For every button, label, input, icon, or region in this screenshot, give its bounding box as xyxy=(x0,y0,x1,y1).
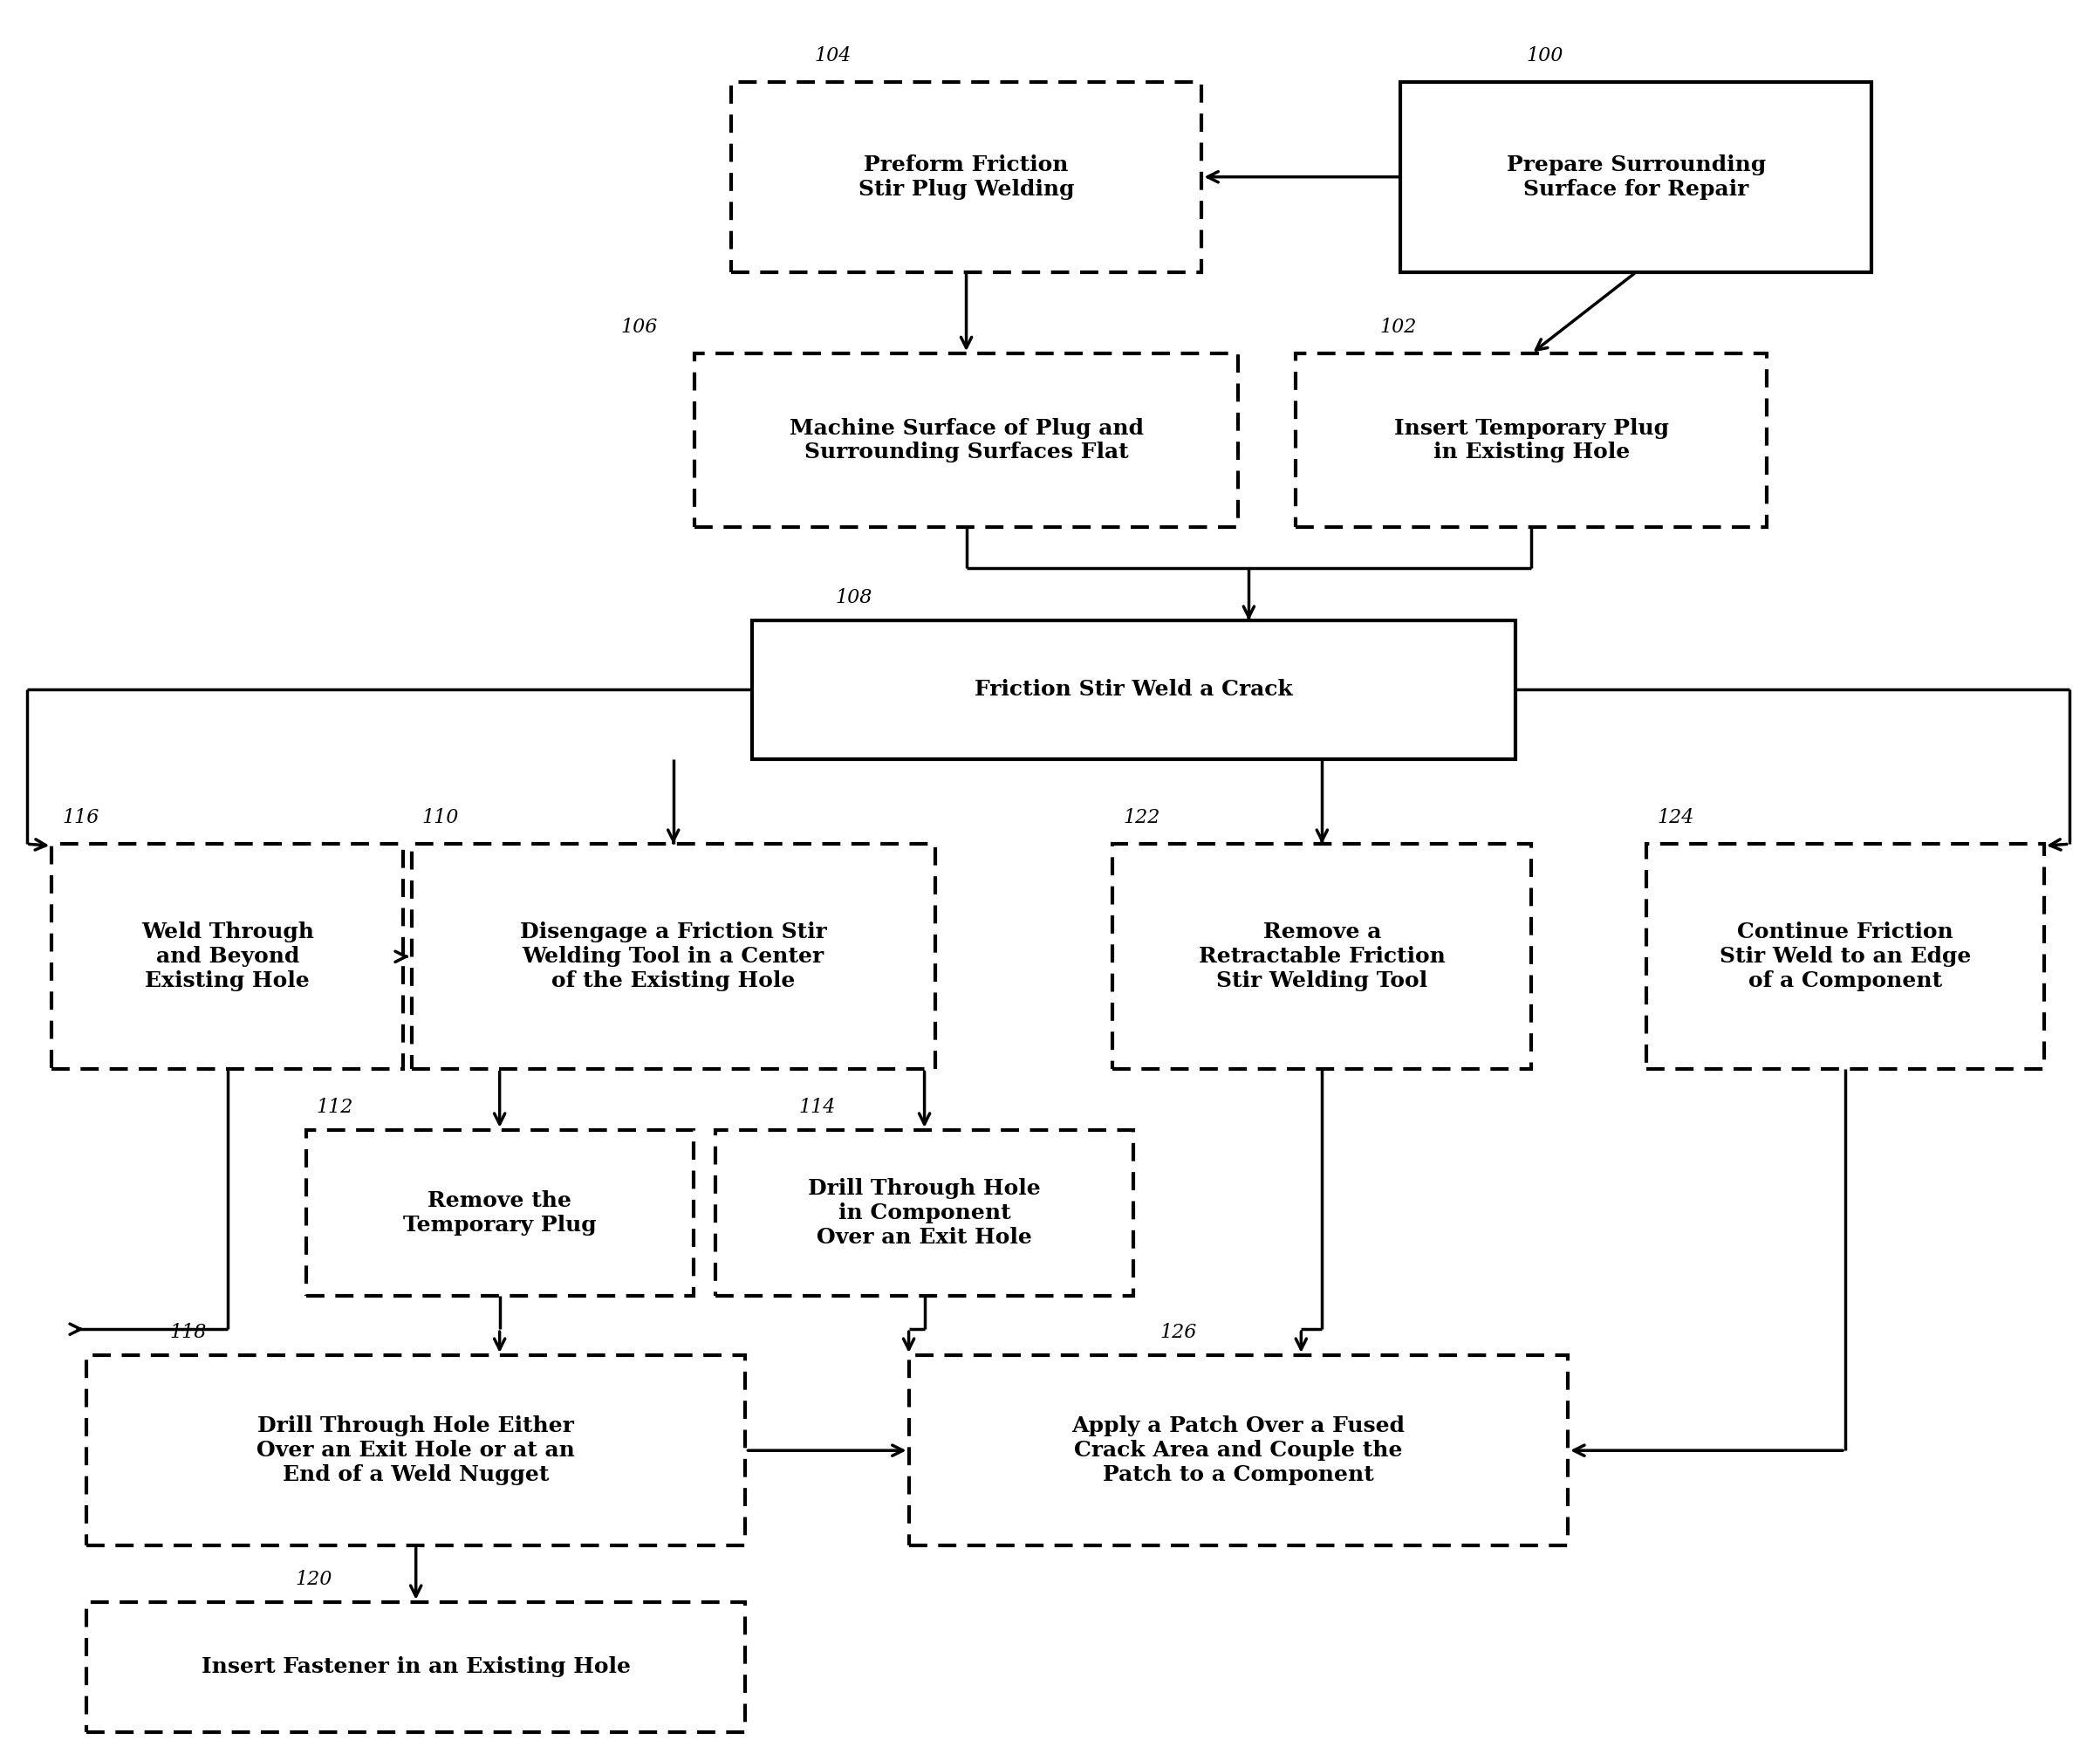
Text: 116: 116 xyxy=(63,809,99,828)
FancyBboxPatch shape xyxy=(1646,844,2043,1070)
FancyBboxPatch shape xyxy=(1401,82,1871,271)
FancyBboxPatch shape xyxy=(909,1355,1569,1545)
Text: 108: 108 xyxy=(836,588,872,607)
Text: Machine Surface of Plug and
Surrounding Surfaces Flat: Machine Surface of Plug and Surrounding … xyxy=(790,418,1142,463)
FancyBboxPatch shape xyxy=(412,844,935,1070)
Text: 124: 124 xyxy=(1657,809,1695,828)
Text: Apply a Patch Over a Fused
Crack Area and Couple the
Patch to a Component: Apply a Patch Over a Fused Crack Area an… xyxy=(1071,1416,1405,1486)
Text: Drill Through Hole
in Component
Over an Exit Hole: Drill Through Hole in Component Over an … xyxy=(809,1178,1042,1248)
Text: 104: 104 xyxy=(815,45,851,64)
Text: Disengage a Friction Stir
Welding Tool in a Center
of the Existing Hole: Disengage a Friction Stir Welding Tool i… xyxy=(521,922,827,992)
FancyBboxPatch shape xyxy=(86,1355,746,1545)
FancyBboxPatch shape xyxy=(53,844,403,1070)
Text: 122: 122 xyxy=(1124,809,1159,828)
Text: Remove the
Temporary Plug: Remove the Temporary Plug xyxy=(403,1190,596,1235)
Text: Continue Friction
Stir Weld to an Edge
of a Component: Continue Friction Stir Weld to an Edge o… xyxy=(1720,922,1972,992)
FancyBboxPatch shape xyxy=(1296,353,1766,527)
Text: 110: 110 xyxy=(422,809,460,828)
Text: Friction Stir Weld a Crack: Friction Stir Weld a Crack xyxy=(974,679,1294,699)
Text: 114: 114 xyxy=(798,1098,836,1117)
Text: Remove a
Retractable Friction
Stir Welding Tool: Remove a Retractable Friction Stir Weldi… xyxy=(1199,922,1445,992)
FancyBboxPatch shape xyxy=(731,82,1201,271)
Text: Preform Friction
Stir Plug Welding: Preform Friction Stir Plug Welding xyxy=(859,155,1075,200)
Text: 112: 112 xyxy=(317,1098,353,1117)
Text: 120: 120 xyxy=(296,1569,332,1589)
Text: 126: 126 xyxy=(1159,1322,1197,1342)
FancyBboxPatch shape xyxy=(695,353,1239,527)
Text: 118: 118 xyxy=(170,1322,208,1342)
FancyBboxPatch shape xyxy=(752,621,1516,759)
Text: 106: 106 xyxy=(622,318,657,338)
FancyBboxPatch shape xyxy=(1113,844,1531,1070)
FancyBboxPatch shape xyxy=(307,1129,693,1296)
Text: Weld Through
and Beyond
Existing Hole: Weld Through and Beyond Existing Hole xyxy=(141,922,313,992)
Text: Insert Fastener in an Existing Hole: Insert Fastener in an Existing Hole xyxy=(202,1656,630,1677)
FancyBboxPatch shape xyxy=(716,1129,1134,1296)
FancyBboxPatch shape xyxy=(86,1603,746,1731)
Text: Prepare Surrounding
Surface for Repair: Prepare Surrounding Surface for Repair xyxy=(1506,155,1766,200)
Text: Drill Through Hole Either
Over an Exit Hole or at an
End of a Weld Nugget: Drill Through Hole Either Over an Exit H… xyxy=(256,1416,575,1486)
Text: 102: 102 xyxy=(1380,318,1418,338)
Text: 100: 100 xyxy=(1527,45,1562,64)
Text: Insert Temporary Plug
in Existing Hole: Insert Temporary Plug in Existing Hole xyxy=(1394,418,1670,463)
